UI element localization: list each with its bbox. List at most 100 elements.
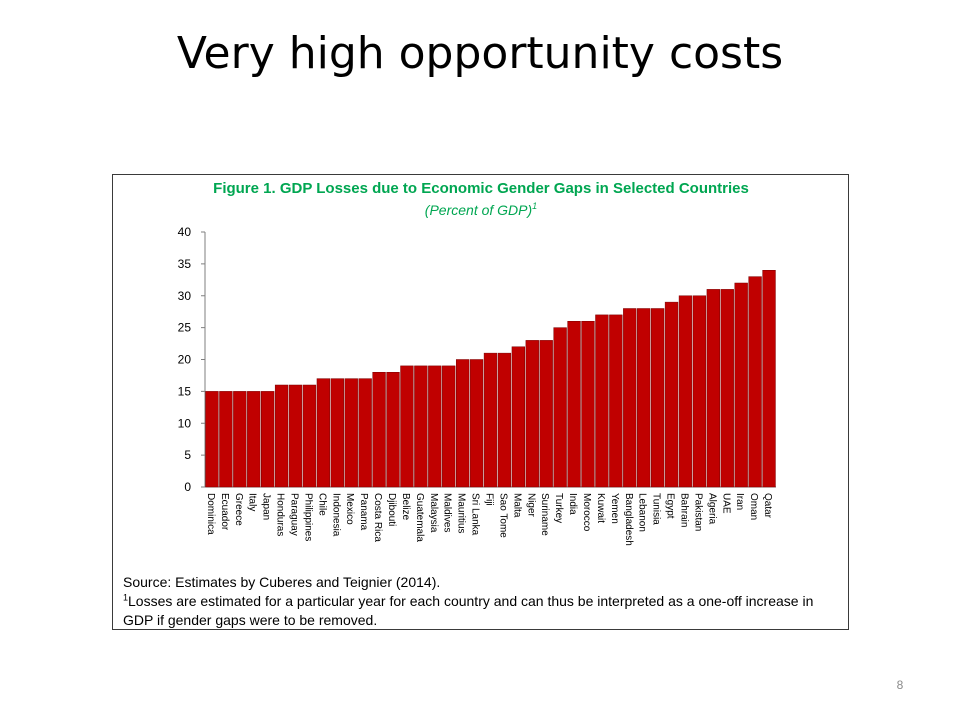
bar <box>358 378 372 488</box>
x-tick-label: Algeria <box>706 493 717 525</box>
bar <box>288 384 303 488</box>
bar <box>664 301 679 488</box>
bar <box>692 295 707 488</box>
footnote-text: Losses are estimated for a particular ye… <box>123 593 814 628</box>
x-tick-label: Sri Lanka <box>470 493 481 536</box>
bar <box>247 391 261 488</box>
bar <box>330 378 344 488</box>
x-tick-label: Dominica <box>205 493 216 535</box>
x-tick-label: Malaysia <box>428 493 439 533</box>
x-tick-label: Bangladesh <box>623 493 634 546</box>
bar <box>748 276 762 488</box>
x-tick-label: Lebanon <box>637 493 648 532</box>
x-tick-label: Iran <box>734 493 745 510</box>
bar <box>706 289 720 488</box>
y-tick-label: 30 <box>178 289 192 303</box>
bar <box>261 391 275 488</box>
source-text: Source: Estimates by Cuberes and Teignie… <box>123 574 441 590</box>
x-tick-label: Turkey <box>553 493 564 523</box>
x-tick-label: Egypt <box>665 493 676 519</box>
x-tick-label: Oman <box>748 493 759 520</box>
bar <box>483 352 498 488</box>
x-tick-label: Fiji <box>484 493 495 506</box>
x-tick-label: Panama <box>358 493 369 531</box>
x-tick-label: Italy <box>247 493 258 511</box>
bar <box>762 270 776 488</box>
figure-subtitle-text: (Percent of GDP) <box>425 202 532 218</box>
x-tick-label: Indonesia <box>330 493 341 537</box>
bar <box>400 365 414 488</box>
bar <box>442 365 456 488</box>
x-tick-label: Qatar <box>762 493 773 519</box>
x-tick-label: Bahrain <box>678 493 689 527</box>
bar <box>344 378 358 488</box>
x-tick-label: Maldives <box>442 493 453 532</box>
bar <box>567 321 581 488</box>
bar <box>539 340 553 488</box>
y-tick-label: 35 <box>178 257 192 271</box>
y-tick-label: 15 <box>178 384 192 398</box>
y-tick-label: 25 <box>178 321 192 335</box>
bar-chart: Figure 1. GDP Losses due to Economic Gen… <box>178 180 776 546</box>
bar <box>720 289 734 488</box>
bar <box>650 308 665 488</box>
plot-area: 0 5 10 15 20 25 30 35 40 Dominica Ecuador Greece Ita… <box>178 225 776 546</box>
figure-subtitle-footnote-mark: 1 <box>532 201 537 211</box>
bar <box>316 378 331 488</box>
page-number: 8 <box>896 678 904 692</box>
y-tick-label: 5 <box>184 448 191 462</box>
x-tick-label: Greece <box>233 493 244 526</box>
y-tick-label: 10 <box>178 416 192 430</box>
x-tick-label: Guatemala <box>414 493 425 542</box>
bar <box>372 372 386 488</box>
x-tick-label: UAE <box>720 493 731 514</box>
bar <box>734 282 748 488</box>
x-tick-label: Paraguay <box>289 493 300 536</box>
x-tick-label: Mauritius <box>456 493 467 534</box>
x-tick-label: Chile <box>316 493 327 516</box>
y-tick-label: 20 <box>178 353 192 367</box>
x-tick-label: India <box>567 493 578 515</box>
bar <box>455 359 470 488</box>
x-tick-label: Pakistan <box>692 493 703 531</box>
bar <box>637 308 651 488</box>
footnote: 1Losses are estimated for a particular y… <box>123 592 843 630</box>
y-tick-label: 0 <box>184 480 191 494</box>
bar <box>414 365 428 488</box>
bar <box>553 327 567 488</box>
bar <box>678 295 693 488</box>
bar <box>302 384 317 488</box>
x-tick-label: Djibouti <box>386 493 397 526</box>
source-block: Source: Estimates by Cuberes and Teignie… <box>123 573 843 630</box>
bar <box>609 314 623 488</box>
figure-panel: Figure 1. GDP Losses due to Economic Gen… <box>112 174 849 630</box>
x-tick-label: Yemen <box>609 493 620 524</box>
x-tick-label: Niger <box>525 493 536 518</box>
x-tick-label: Suriname <box>539 493 550 536</box>
bar <box>205 391 219 488</box>
y-tick-label: 40 <box>178 225 192 239</box>
bar <box>428 365 442 488</box>
slide-title: Very high opportunity costs <box>176 28 784 79</box>
x-tick-label: Kuwait <box>595 493 606 523</box>
bar <box>623 308 637 488</box>
x-tick-label: Japan <box>261 493 272 520</box>
x-tick-label: Tunisia <box>651 493 662 525</box>
x-tick-label: Ecuador <box>219 493 230 531</box>
figure-subtitle: (Percent of GDP)1 <box>425 201 537 218</box>
x-tick-label: Mexico <box>344 493 355 525</box>
bar <box>274 384 289 488</box>
x-tick-label: Sao Tome <box>497 493 508 538</box>
x-tick-label: Costa Rica <box>372 493 383 542</box>
x-tick-label: Malta <box>511 493 522 518</box>
bar <box>233 391 247 488</box>
x-tick-label: Philippines <box>302 493 313 541</box>
bar <box>386 372 400 488</box>
x-tick-label: Belize <box>400 493 411 521</box>
footnote-mark: 1 <box>123 592 129 603</box>
bar <box>497 352 512 488</box>
bar <box>219 391 233 488</box>
bar <box>581 321 595 488</box>
bar <box>595 314 609 488</box>
x-tick-label: Morocco <box>581 493 592 532</box>
